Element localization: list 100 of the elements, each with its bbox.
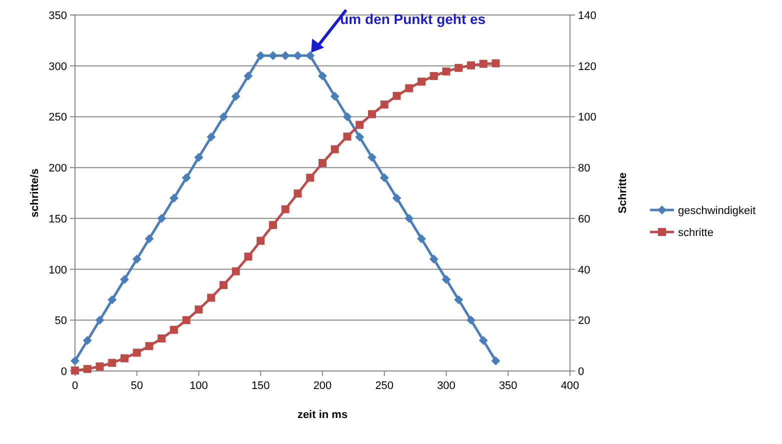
point [194, 305, 203, 314]
point [280, 51, 290, 60]
point [207, 294, 216, 302]
y2-tick-label: 60 [578, 213, 590, 226]
x-tick-label: 100 [190, 380, 208, 392]
y2-tick-label: 40 [578, 264, 590, 276]
y-tick-label: 50 [54, 315, 67, 328]
point [82, 336, 92, 345]
y-tick-label: 100 [48, 264, 67, 276]
point [170, 194, 178, 203]
point [96, 362, 104, 370]
point [244, 72, 253, 81]
point [206, 132, 216, 142]
point [269, 221, 277, 230]
point [467, 61, 475, 70]
point [95, 316, 104, 325]
y2-tick-label: 20 [578, 315, 590, 328]
point [182, 316, 190, 324]
point [492, 59, 500, 68]
point [356, 120, 364, 129]
point [83, 364, 92, 373]
point [145, 342, 154, 350]
y2-axis-title: Schritte [617, 172, 629, 214]
point [454, 295, 464, 304]
x-tick-label: 250 [375, 380, 394, 392]
point [120, 354, 128, 362]
y2-tick-label: 80 [578, 162, 590, 175]
point [232, 267, 240, 276]
point [478, 336, 488, 345]
y-tick-label: 350 [48, 10, 67, 22]
point [418, 78, 426, 86]
y2-tick-label: 140 [578, 10, 596, 22]
x-tick-label: 150 [251, 380, 270, 392]
point [170, 326, 178, 334]
point [466, 316, 476, 325]
point [158, 334, 166, 342]
point [368, 110, 376, 118]
point [442, 67, 450, 76]
point [108, 295, 117, 304]
point [256, 236, 265, 245]
point [294, 190, 302, 198]
point [404, 214, 414, 223]
x-tick-label: 400 [560, 380, 580, 392]
x-tick-label: 0 [72, 380, 78, 392]
point [293, 51, 302, 60]
point [429, 254, 438, 264]
y-tick-label: 0 [60, 366, 67, 378]
y-axis-title: schritte/s [29, 168, 41, 218]
point [108, 358, 116, 367]
point [330, 92, 340, 101]
point [442, 274, 451, 284]
legend-label: schritte [678, 227, 714, 239]
point [330, 145, 339, 154]
point [380, 100, 388, 109]
point [306, 51, 315, 60]
legend-label: geschwindigkeit [678, 205, 756, 217]
x-tick-label: 50 [130, 380, 143, 392]
point [355, 132, 364, 142]
point [281, 205, 290, 214]
point [256, 51, 266, 60]
point [144, 234, 154, 244]
point [219, 112, 228, 122]
point [491, 356, 500, 366]
point [318, 158, 326, 167]
y-tick-label: 250 [48, 112, 67, 124]
x-axis-title: zeit in ms [297, 409, 348, 421]
point [380, 173, 389, 182]
point [194, 152, 204, 162]
point [430, 72, 438, 80]
y2-tick-label: 0 [578, 366, 584, 378]
point [231, 92, 240, 101]
y-tick-label: 300 [48, 60, 67, 73]
point [132, 254, 142, 264]
point [454, 64, 463, 72]
point [318, 72, 327, 81]
y2-tick-label: 120 [578, 60, 596, 73]
x-tick-label: 350 [498, 380, 518, 392]
point [244, 252, 252, 261]
point [268, 51, 278, 60]
point [120, 274, 129, 284]
annotation: um den Punkt geht es [340, 11, 486, 27]
point [343, 132, 352, 141]
x-tick-label: 200 [313, 380, 332, 392]
point [392, 92, 401, 100]
point [417, 234, 426, 244]
point [392, 194, 402, 203]
point [405, 84, 414, 92]
y-tick-label: 150 [48, 213, 67, 226]
point [132, 348, 141, 357]
point [157, 214, 166, 223]
point [306, 174, 314, 182]
point [342, 112, 352, 122]
x-tick-label: 300 [437, 380, 456, 392]
point [182, 173, 191, 182]
point [479, 60, 488, 68]
y2-tick-label: 100 [578, 112, 596, 124]
point [70, 356, 80, 366]
point [220, 281, 228, 290]
point [368, 152, 376, 162]
y-tick-label: 200 [48, 162, 67, 175]
